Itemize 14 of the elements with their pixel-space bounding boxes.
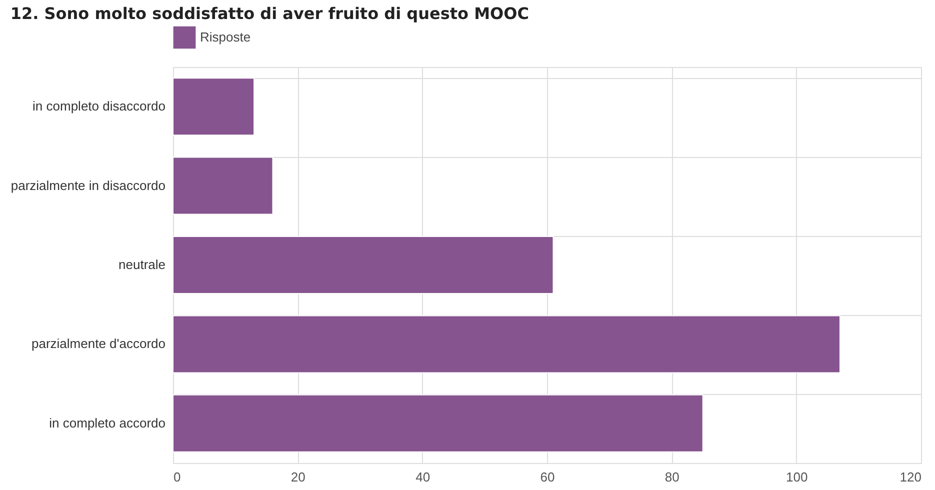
legend-label: Risposte — [200, 30, 251, 44]
y-tick-label: in completo accordo — [49, 415, 166, 430]
y-tick-label: parzialmente d'accordo — [32, 336, 166, 352]
y-tick-label: in completo disaccordo — [32, 98, 166, 114]
x-tick-label: 20 — [290, 470, 306, 484]
x-tick-label: 100 — [786, 470, 808, 484]
x-tick-label: 60 — [540, 470, 555, 484]
x-tick-label: 80 — [664, 470, 680, 484]
x-tick-label: 40 — [416, 470, 430, 484]
y-tick-label: parzialmente in disaccordo — [10, 178, 166, 193]
x-tick-label: 120 — [900, 470, 922, 484]
chart-title: 12. Sono molto soddisfatto di aver fruito di questo MOOC — [10, 4, 529, 23]
x-tick-label: 0 — [174, 470, 181, 484]
y-tick-label: neutrale — [118, 257, 166, 272]
